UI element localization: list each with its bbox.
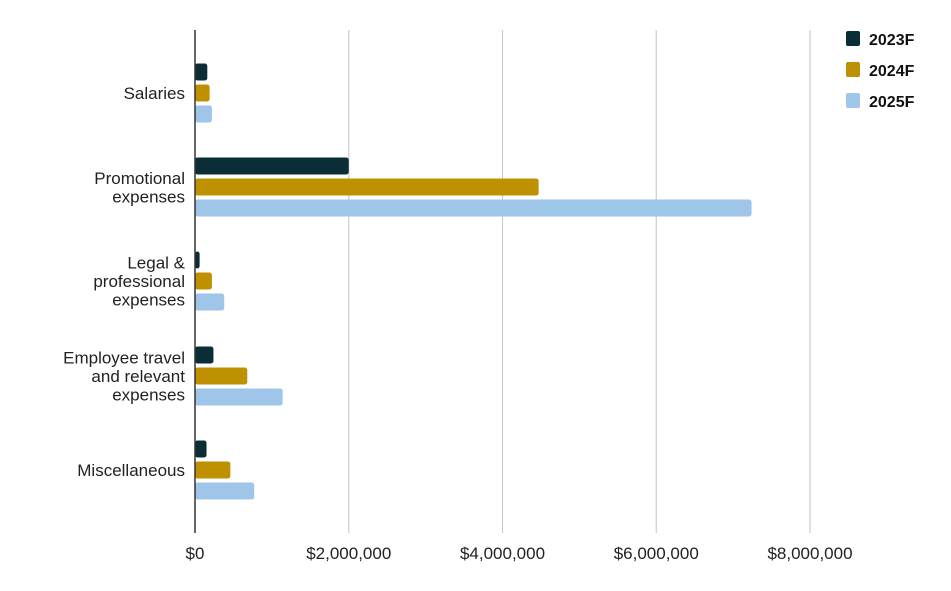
x-tick-label: $2,000,000 bbox=[306, 544, 391, 563]
x-tick-label: $8,000,000 bbox=[767, 544, 852, 563]
legend-label: 2024F bbox=[869, 63, 915, 80]
category-label-line: Legal & bbox=[127, 254, 185, 273]
x-axis-tick-labels: $0 $2,000,000 $4,000,000 $6,000,000 $8,000,0… bbox=[186, 544, 853, 563]
legend-label: 2023F bbox=[869, 32, 915, 49]
legend-swatch bbox=[846, 62, 860, 77]
x-tick-label: $4,000,000 bbox=[460, 544, 545, 563]
bars bbox=[195, 63, 752, 500]
category-label: Legal & professional expenses bbox=[93, 254, 185, 310]
bar-2023F-1 bbox=[195, 157, 349, 175]
category-label-line: Promotional bbox=[94, 169, 185, 188]
category-label-line: expenses bbox=[112, 291, 185, 310]
bar-2023F-3 bbox=[195, 346, 214, 364]
bar-2025F-1 bbox=[195, 199, 752, 217]
legend-swatch bbox=[846, 93, 860, 108]
category-label-line: Salaries bbox=[124, 84, 185, 103]
bar-2025F-2 bbox=[195, 293, 225, 311]
bar-2024F-3 bbox=[195, 367, 248, 385]
category-label: Employee travel and relevant expenses bbox=[63, 349, 185, 405]
bar-2025F-4 bbox=[195, 482, 255, 500]
bar-2025F-3 bbox=[195, 388, 283, 406]
bar-2025F-0 bbox=[195, 105, 212, 123]
category-label: Salaries bbox=[124, 84, 185, 103]
x-tick-label: $6,000,000 bbox=[614, 544, 699, 563]
category-label-line: Employee travel bbox=[63, 349, 185, 368]
category-label-line: expenses bbox=[112, 386, 185, 405]
x-tick-label: $0 bbox=[186, 544, 205, 563]
category-label-line: professional bbox=[93, 272, 185, 291]
gridlines bbox=[348, 30, 811, 533]
bar-2024F-0 bbox=[195, 84, 210, 102]
category-label-line: and relevant bbox=[91, 367, 185, 386]
bar-2024F-4 bbox=[195, 461, 231, 479]
legend-label: 2025F bbox=[869, 94, 915, 111]
category-label: Miscellaneous bbox=[77, 461, 185, 480]
legend-swatch bbox=[846, 31, 860, 46]
bar-2023F-0 bbox=[195, 63, 208, 81]
category-label-line: expenses bbox=[112, 187, 185, 206]
category-label: Promotional expenses bbox=[94, 169, 185, 207]
bar-2023F-2 bbox=[195, 251, 200, 269]
bar-2023F-4 bbox=[195, 440, 207, 458]
bar-2024F-2 bbox=[195, 272, 212, 290]
bar-2024F-1 bbox=[195, 178, 539, 196]
legend: 2023F 2024F 2025F bbox=[846, 31, 915, 111]
category-label-line: Miscellaneous bbox=[77, 461, 185, 480]
